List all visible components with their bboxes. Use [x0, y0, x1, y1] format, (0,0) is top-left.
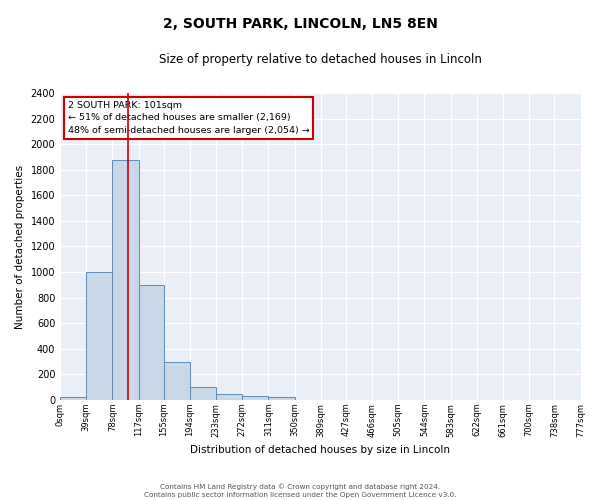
Text: 2 SOUTH PARK: 101sqm
← 51% of detached houses are smaller (2,169)
48% of semi-de: 2 SOUTH PARK: 101sqm ← 51% of detached h… [68, 100, 310, 134]
Bar [139, 285, 164, 400]
Bar [216, 394, 242, 400]
Bar [242, 396, 268, 400]
Text: Contains HM Land Registry data © Crown copyright and database right 2024.
Contai: Contains HM Land Registry data © Crown c… [144, 484, 456, 498]
Text: 2, SOUTH PARK, LINCOLN, LN5 8EN: 2, SOUTH PARK, LINCOLN, LN5 8EN [163, 18, 437, 32]
Bar [86, 272, 112, 400]
Bar [190, 387, 216, 400]
Bar [60, 398, 86, 400]
Title: Size of property relative to detached houses in Lincoln: Size of property relative to detached ho… [159, 52, 482, 66]
Bar [112, 160, 139, 400]
Bar [268, 396, 295, 400]
Bar [164, 362, 190, 400]
X-axis label: Distribution of detached houses by size in Lincoln: Distribution of detached houses by size … [190, 445, 451, 455]
Y-axis label: Number of detached properties: Number of detached properties [15, 164, 25, 328]
